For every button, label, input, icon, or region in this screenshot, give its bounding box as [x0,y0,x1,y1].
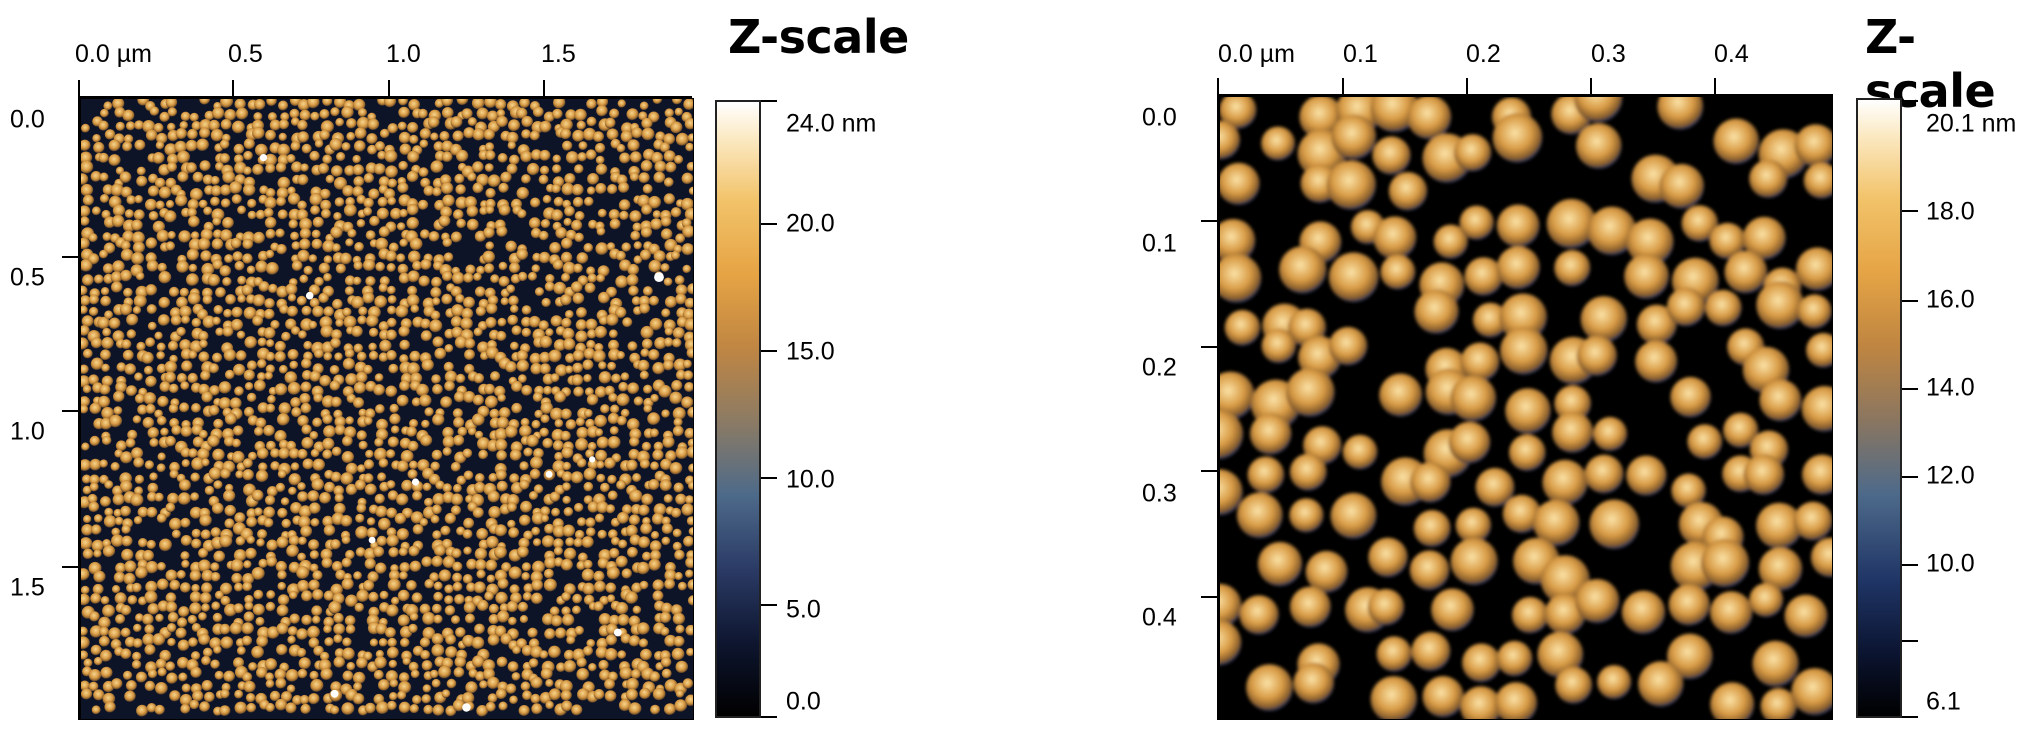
right-x-axis [1217,94,1833,96]
right-colorbar-tick [1902,300,1918,302]
right-x-tick-4: 0.4 [1714,40,1749,68]
right-colorbar-tick [1902,388,1918,390]
right-x-tick-1: 0.1 [1343,40,1378,68]
left-colorbar-label-1: 20.0 [786,209,835,238]
right-colorbar-tick [1902,640,1918,642]
left-colorbar-tick [761,604,777,606]
right-x-tickmark [1342,78,1344,96]
right-x-tick-0: 0.0 µm [1218,40,1295,68]
right-afm-panel: Z-scale 0.0 µm 0.1 0.2 0.3 0.4 0.0 0.1 0… [1020,0,2040,733]
right-colorbar [1856,98,1902,718]
right-y-tick-3: 0.3 [1142,479,1177,508]
left-y-tickmark [62,566,80,568]
left-y-tickmark [62,410,80,412]
right-y-tick-1: 0.1 [1142,229,1177,258]
left-x-tickmark [543,80,545,98]
right-x-tickmark [1466,78,1468,96]
right-colorbar-label-2: 16.0 [1926,285,1975,314]
right-afm-topography-image [1219,96,1833,720]
right-colorbar-tick [1902,716,1918,718]
right-colorbar-tick [1902,476,1918,478]
left-y-tick-2: 1.0 [10,417,45,446]
left-colorbar-tick [761,223,777,225]
left-x-tick-1: 0.5 [228,40,263,68]
left-colorbar-tick [761,100,777,102]
right-y-axis [1217,94,1219,720]
left-colorbar-label-5: 0.0 [786,687,821,716]
left-y-tickmark [62,256,80,258]
left-x-tickmark [78,80,80,98]
right-x-tick-3: 0.3 [1591,40,1626,68]
right-colorbar-tick [1902,210,1918,212]
left-colorbar-label-2: 15.0 [786,337,835,366]
left-x-axis [78,96,692,98]
right-x-tickmark [1590,78,1592,96]
left-colorbar-tick [761,350,777,352]
right-afm-grains [1220,97,1832,719]
left-colorbar-tick [761,477,777,479]
right-x-tickmark [1714,78,1716,96]
right-y-tick-4: 0.4 [1142,603,1177,632]
left-x-tick-3: 1.5 [541,40,576,68]
right-y-tick-2: 0.2 [1142,353,1177,382]
left-afm-panel: Z-scale 0.0 µm 0.5 1.0 1.5 0.0 0.5 1.0 1… [10,10,909,720]
left-x-tick-0: 0.0 µm [75,40,152,68]
right-colorbar-label-0: 20.1 nm [1926,109,2017,138]
left-x-tickmark [388,80,390,98]
right-y-tickmark [1201,470,1219,472]
left-zscale-title: Z-scale [728,10,909,64]
left-y-tick-0: 0.0 [10,105,45,134]
left-afm-grains [81,99,693,719]
left-colorbar-label-3: 10.0 [786,465,835,494]
right-colorbar-label-3: 14.0 [1926,373,1975,402]
right-colorbar-label-1: 18.0 [1926,197,1975,226]
right-colorbar-tick [1902,100,1918,102]
right-colorbar-label-5: 10.0 [1926,549,1975,578]
left-colorbar [715,100,761,718]
left-colorbar-label-4: 5.0 [786,595,821,624]
left-x-tick-2: 1.0 [386,40,421,68]
right-x-tickmark [1217,78,1219,96]
right-colorbar-label-4: 12.0 [1926,461,1975,490]
left-colorbar-label-0: 24.0 nm [786,109,877,138]
right-y-tick-0: 0.0 [1142,103,1177,132]
left-colorbar-tick [761,716,777,718]
right-x-tick-2: 0.2 [1466,40,1501,68]
left-y-axis [78,96,80,720]
right-colorbar-label-6: 6.1 [1926,687,1961,716]
left-x-tickmark [232,80,234,98]
left-y-tick-1: 0.5 [10,263,45,292]
right-y-tickmark [1201,596,1219,598]
right-y-tickmark [1201,346,1219,348]
left-afm-topography-image [80,98,694,720]
left-y-tick-3: 1.5 [10,573,45,602]
right-colorbar-tick [1902,564,1918,566]
right-y-tickmark [1201,220,1219,222]
